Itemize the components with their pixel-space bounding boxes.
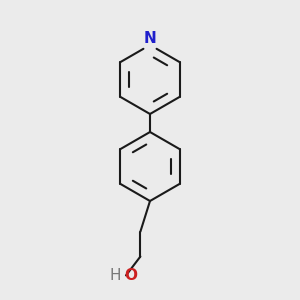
Text: N: N <box>144 31 156 46</box>
Text: H: H <box>110 268 121 283</box>
Text: O: O <box>124 268 137 283</box>
